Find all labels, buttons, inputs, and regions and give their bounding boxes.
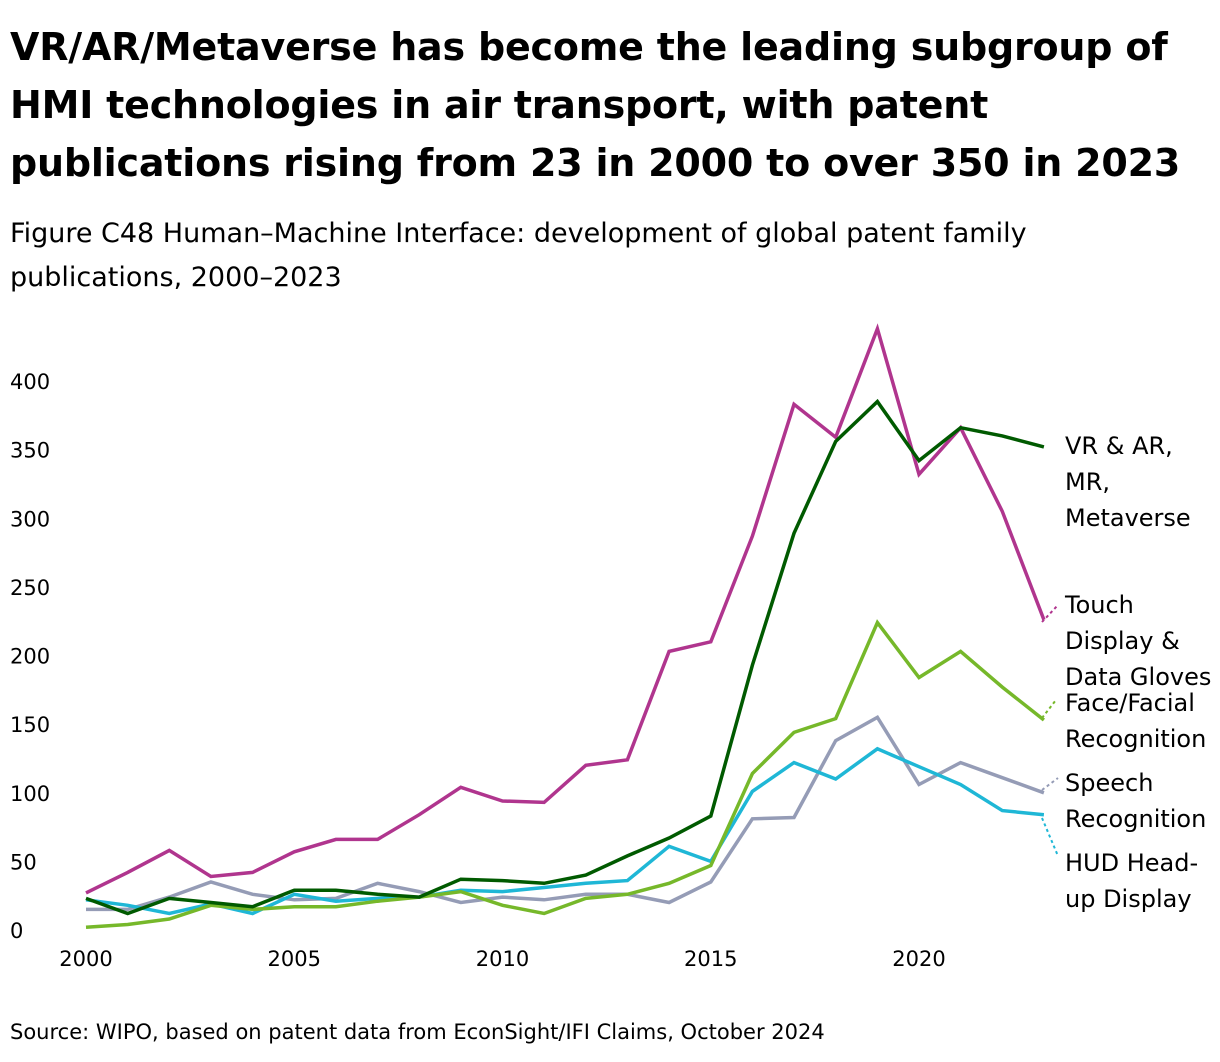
label-leader-line xyxy=(1041,604,1059,623)
y-tick-label: 300 xyxy=(10,507,50,531)
series-label: Metaverse xyxy=(1065,504,1191,532)
series-label: Speech xyxy=(1065,769,1153,797)
series-label: Face/Facial xyxy=(1065,689,1195,717)
y-tick-label: 400 xyxy=(10,370,50,394)
x-tick-label: 2010 xyxy=(476,947,529,971)
series-line-4 xyxy=(85,746,1045,916)
series-label: Data Gloves xyxy=(1065,663,1211,691)
series-label: up Display xyxy=(1065,885,1192,913)
series-label: Recognition xyxy=(1065,805,1206,833)
series-line-1 xyxy=(85,323,1046,895)
series-label: Touch xyxy=(1064,591,1134,619)
series-line-0 xyxy=(85,398,1045,916)
series-label: Display & xyxy=(1065,627,1180,655)
y-tick-label: 50 xyxy=(10,850,37,874)
chart-title: VR/AR/Metaverse has become the leading s… xyxy=(10,25,1181,185)
y-tick-label: 0 xyxy=(10,919,23,943)
series-line-2 xyxy=(85,619,1045,930)
label-leader-line xyxy=(1041,699,1057,719)
y-tick-label: 250 xyxy=(10,576,50,600)
chart-subtitle: Figure C48 Human–Machine Interface: deve… xyxy=(10,218,1027,293)
series-label: MR, xyxy=(1065,468,1110,496)
source-note: Source: WIPO, based on patent data from … xyxy=(10,1020,825,1044)
y-tick-label: 100 xyxy=(10,782,50,806)
series-label: HUD Head- xyxy=(1065,849,1198,877)
y-tick-label: 200 xyxy=(10,645,50,669)
series-line-3 xyxy=(86,714,1045,912)
x-tick-label: 2005 xyxy=(268,947,321,971)
label-leader-line xyxy=(1041,777,1059,791)
x-tick-label: 2020 xyxy=(892,947,945,971)
y-tick-label: 350 xyxy=(10,439,50,463)
x-tick-label: 2000 xyxy=(59,947,112,971)
series-label: VR & AR, xyxy=(1065,432,1173,460)
y-tick-label: 150 xyxy=(10,713,50,737)
label-leader-line xyxy=(1041,817,1059,857)
x-tick-label: 2015 xyxy=(684,947,737,971)
series-label: Recognition xyxy=(1065,725,1206,753)
